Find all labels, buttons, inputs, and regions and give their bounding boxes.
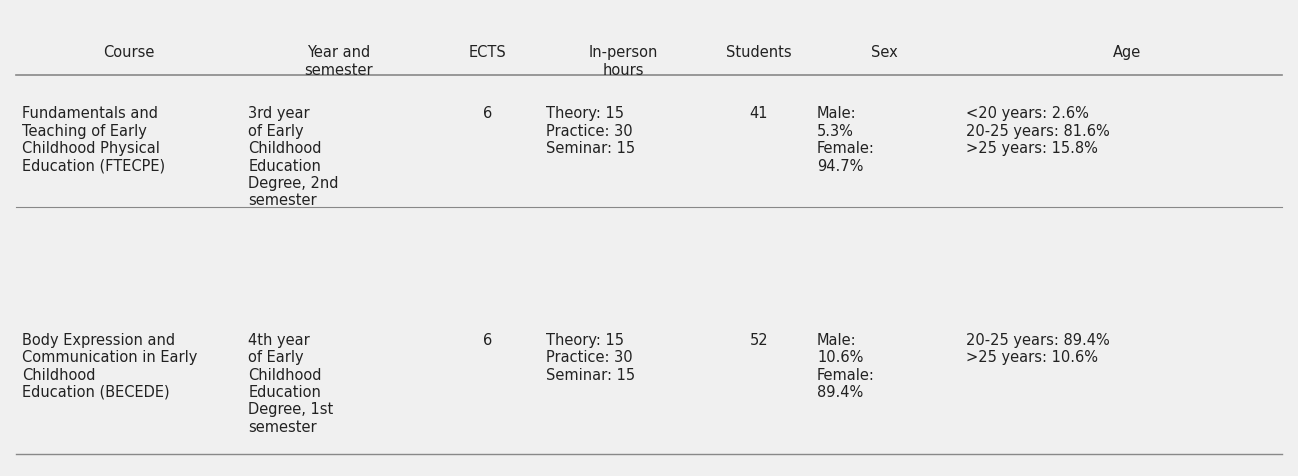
Text: Fundamentals and
Teaching of Early
Childhood Physical
Education (FTECPE): Fundamentals and Teaching of Early Child… bbox=[22, 106, 165, 173]
Text: Male:
10.6%
Female:
89.4%: Male: 10.6% Female: 89.4% bbox=[816, 332, 875, 399]
Text: Theory: 15
Practice: 30
Seminar: 15: Theory: 15 Practice: 30 Seminar: 15 bbox=[545, 106, 635, 156]
Text: <20 years: 2.6%
20-25 years: 81.6%
>25 years: 15.8%: <20 years: 2.6% 20-25 years: 81.6% >25 y… bbox=[966, 106, 1110, 156]
Text: ECTS: ECTS bbox=[469, 45, 506, 60]
Text: Year and
semester: Year and semester bbox=[305, 45, 373, 78]
Text: 20-25 years: 89.4%
>25 years: 10.6%: 20-25 years: 89.4% >25 years: 10.6% bbox=[966, 332, 1110, 365]
Text: 6: 6 bbox=[483, 106, 492, 121]
Text: 4th year
of Early
Childhood
Education
Degree, 1st
semester: 4th year of Early Childhood Education De… bbox=[248, 332, 334, 434]
Text: Male:
5.3%
Female:
94.7%: Male: 5.3% Female: 94.7% bbox=[816, 106, 875, 173]
Text: Students: Students bbox=[726, 45, 792, 60]
Text: Course: Course bbox=[103, 45, 154, 60]
Text: 6: 6 bbox=[483, 332, 492, 347]
Text: Sex: Sex bbox=[871, 45, 898, 60]
Text: 41: 41 bbox=[750, 106, 768, 121]
Text: 3rd year
of Early
Childhood
Education
Degree, 2nd
semester: 3rd year of Early Childhood Education De… bbox=[248, 106, 339, 208]
Text: 52: 52 bbox=[749, 332, 768, 347]
Text: In-person
hours: In-person hours bbox=[588, 45, 658, 78]
Text: Age: Age bbox=[1114, 45, 1141, 60]
Text: Theory: 15
Practice: 30
Seminar: 15: Theory: 15 Practice: 30 Seminar: 15 bbox=[545, 332, 635, 382]
Text: Body Expression and
Communication in Early
Childhood
Education (BECEDE): Body Expression and Communication in Ear… bbox=[22, 332, 197, 399]
